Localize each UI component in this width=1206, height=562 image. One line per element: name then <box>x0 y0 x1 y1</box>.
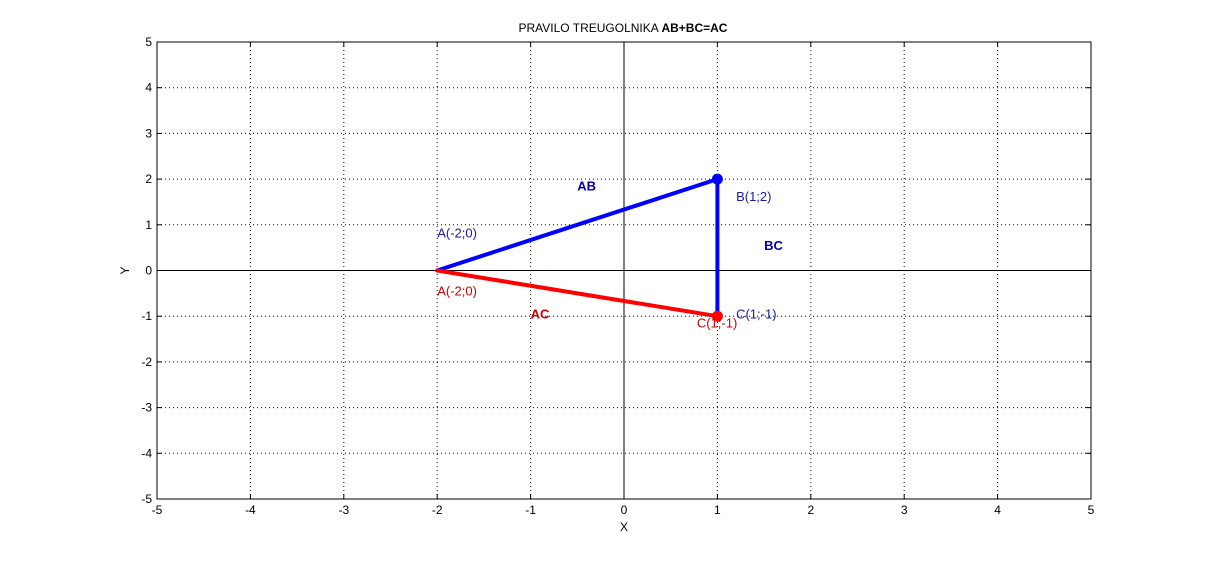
x-tick-label: -2 <box>432 503 443 517</box>
y-tick-label: 1 <box>145 218 152 232</box>
x-tick-label: 0 <box>621 503 628 517</box>
annotation-c-red: C(1;-1) <box>697 316 737 331</box>
annotation-b-label: B(1;2) <box>736 189 771 204</box>
y-tick-label: -2 <box>141 355 152 369</box>
y-tick-label: -5 <box>141 492 152 506</box>
x-tick-label: 5 <box>1088 503 1095 517</box>
y-axis-label: Y <box>118 266 132 274</box>
y-tick-label: -3 <box>141 401 152 415</box>
x-tick-label: -5 <box>152 503 163 517</box>
y-tick-label: -1 <box>141 309 152 323</box>
data-points <box>711 173 723 322</box>
x-tick-label: 2 <box>807 503 814 517</box>
point-b <box>711 173 723 185</box>
point-c <box>711 310 723 322</box>
y-tick-label: 4 <box>145 81 152 95</box>
annotation-bc: BC <box>764 238 783 253</box>
x-tick-label: 1 <box>714 503 721 517</box>
x-axis-label: X <box>620 520 628 534</box>
x-tick-label: 4 <box>994 503 1001 517</box>
x-tick-label: -3 <box>338 503 349 517</box>
x-tick-label: -4 <box>245 503 256 517</box>
annotation-a-blue: A(-2;0) <box>437 226 477 241</box>
annotation-ab: AB <box>577 179 596 194</box>
x-tick-label: 3 <box>901 503 908 517</box>
ticks: -5 -4 -3 -2 -1 0 1 2 3 4 5 -5 -4 -3 -2 -1 0 1 2 3 4 5 <box>141 35 1094 517</box>
zero-axes <box>157 42 1091 499</box>
x-tick-label: -1 <box>525 503 536 517</box>
annotation-a-red: A(-2;0) <box>437 284 477 299</box>
series-line-ac <box>435 268 720 319</box>
chart-title-prefix: PRAVILO TREUGOLNIKA <box>519 21 662 35</box>
y-tick-label: 2 <box>145 172 152 186</box>
annotations: AB BC AC A(-2;0) B(1;2) C(1;-1) A(-2;0) C(1;-1) <box>437 179 783 331</box>
annotation-c-blue: C(1;-1) <box>736 306 776 321</box>
chart-title: PRAVILO TREUGOLNIKA AB+BC=AC <box>519 21 728 35</box>
y-tick-label: 5 <box>145 35 152 49</box>
series-line-ab <box>435 177 720 273</box>
y-tick-label: 3 <box>145 126 152 140</box>
y-tick-label: 0 <box>145 264 152 278</box>
series-lines <box>435 177 720 319</box>
annotation-ac: AC <box>531 306 550 321</box>
y-tick-label: -4 <box>141 446 152 460</box>
chart-title-bold: AB+BC=AC <box>661 21 727 35</box>
